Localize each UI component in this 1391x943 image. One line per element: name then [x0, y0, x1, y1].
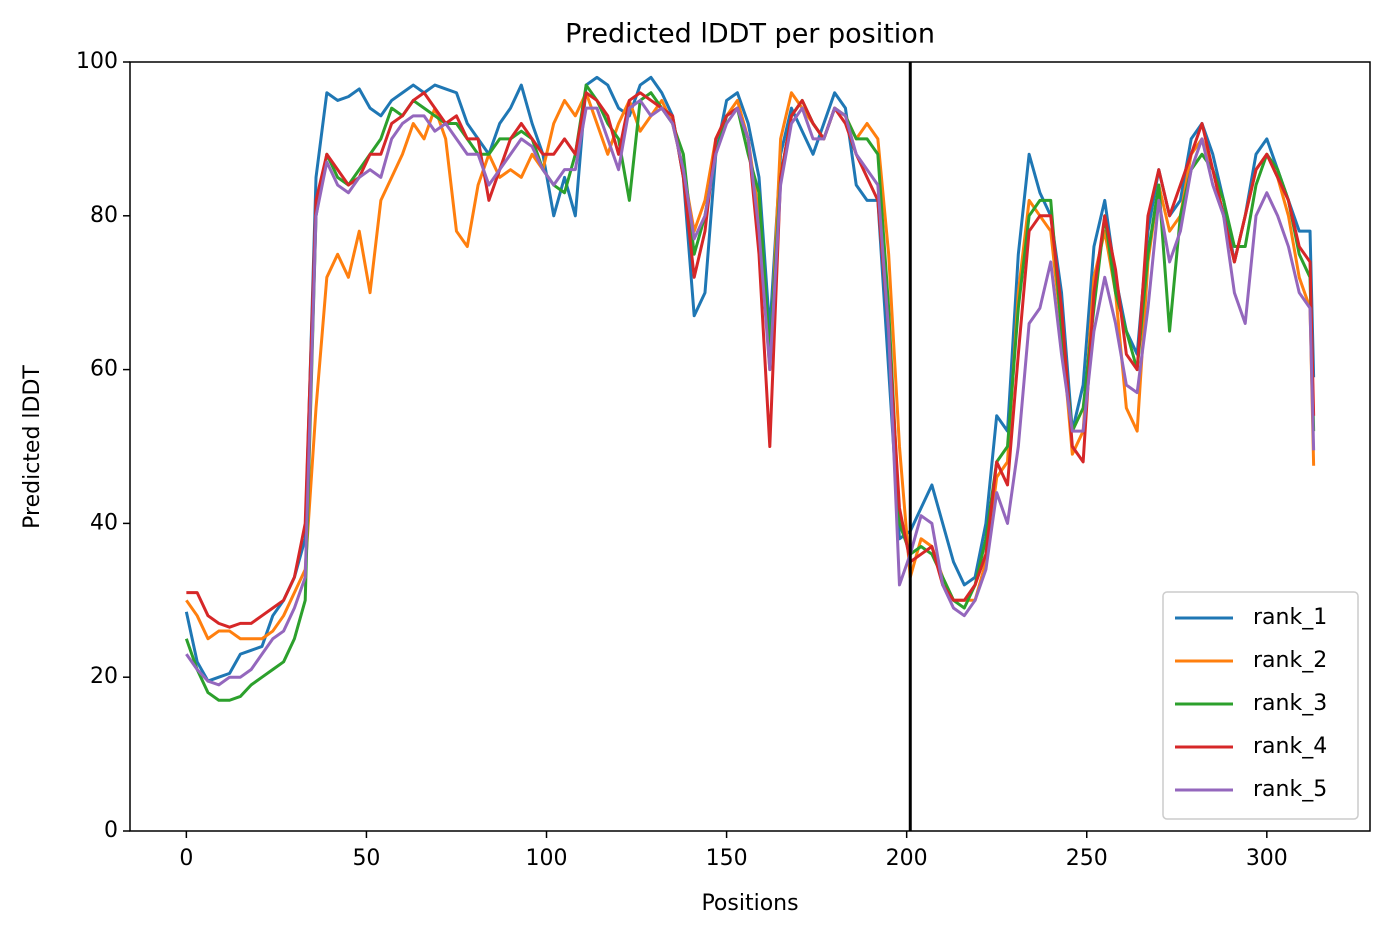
x-tick-label: 200: [886, 846, 928, 871]
y-tick-label: 100: [76, 49, 118, 74]
legend-label: rank_1: [1253, 605, 1327, 630]
chart-title: Predicted lDDT per position: [565, 19, 935, 50]
x-axis-label: Positions: [701, 891, 798, 916]
x-tick-label: 100: [526, 846, 568, 871]
y-tick-label: 60: [90, 357, 118, 382]
legend-label: rank_3: [1253, 691, 1327, 716]
series-line: [185, 98, 1316, 687]
x-tick-label: 50: [352, 846, 380, 871]
plot-frame: [129, 61, 1371, 832]
series-line: [184, 83, 1316, 702]
y-tick-label: 0: [104, 818, 118, 843]
y-tick-label: 20: [90, 664, 118, 689]
legend-label: rank_4: [1253, 734, 1327, 759]
legend-label: rank_2: [1253, 648, 1327, 673]
legend-box: [1162, 591, 1359, 820]
y-tick-label: 40: [90, 510, 118, 535]
y-tick-label: 80: [90, 203, 118, 228]
x-tick-label: 300: [1246, 846, 1288, 871]
x-tick-label: 150: [706, 846, 748, 871]
x-tick-label: 0: [179, 846, 193, 871]
series-line: [184, 75, 1316, 683]
x-tick-label: 250: [1066, 846, 1108, 871]
legend-label: rank_5: [1253, 777, 1327, 802]
y-axis-label: Predicted lDDT: [20, 365, 45, 529]
